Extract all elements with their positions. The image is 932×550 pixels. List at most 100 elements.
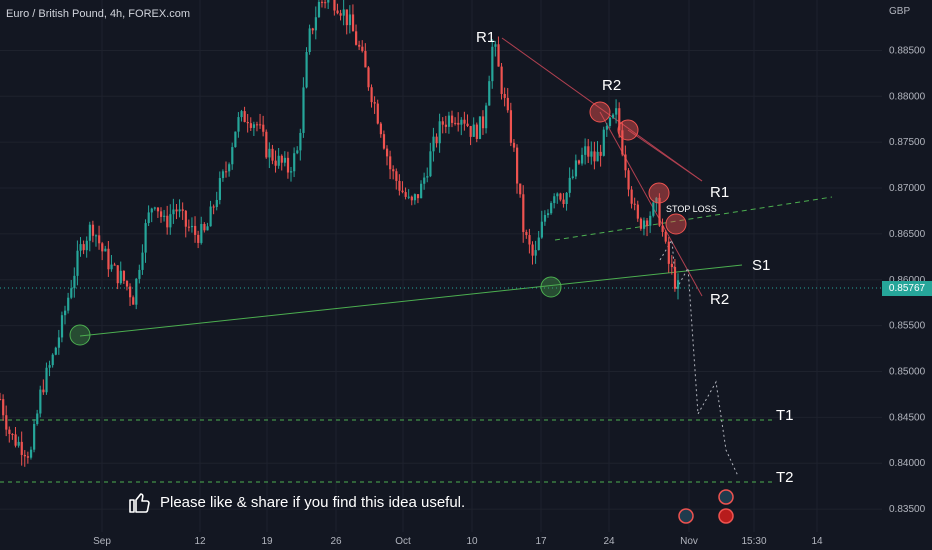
candle-body — [392, 169, 395, 172]
candle-body — [534, 250, 537, 256]
candle-body — [426, 176, 429, 178]
candle-body — [218, 178, 222, 200]
label-r2-top: R2 — [602, 77, 621, 94]
candle-body — [221, 171, 225, 179]
candle-body — [379, 123, 382, 135]
candle-body — [110, 264, 113, 270]
candle-body — [206, 226, 209, 231]
candle-body — [320, 1, 324, 3]
candle-body — [478, 116, 482, 139]
candle-body — [166, 215, 169, 228]
candle-body — [587, 146, 590, 157]
candle-body — [457, 122, 460, 125]
candle-body — [351, 14, 355, 32]
candle-body — [125, 280, 129, 287]
candle-body — [528, 235, 531, 245]
candle-body — [667, 241, 670, 264]
callout-text: Please like & share if you find this ide… — [160, 493, 466, 511]
annotation-labels: R1 R2 R1 R2 S1 T1 T2 STOP LOSS — [476, 29, 794, 486]
candle-body — [290, 171, 293, 173]
candle-body — [543, 215, 547, 222]
candle-body — [2, 399, 5, 416]
candle-body — [101, 243, 104, 252]
event-badge[interactable] — [678, 508, 694, 524]
candle-body — [596, 151, 599, 162]
stop-loss-marker — [665, 213, 687, 235]
candle-body — [228, 164, 231, 172]
price-tick-label: 0.86000 — [889, 275, 926, 286]
time-tick-label: 17 — [535, 536, 547, 547]
candle-body — [122, 270, 126, 281]
candle-body — [494, 44, 497, 47]
candle-body — [342, 9, 345, 16]
share-callout: Please like & share if you find this ide… — [128, 490, 465, 514]
candle-body — [280, 155, 283, 163]
candle-body — [355, 31, 358, 45]
pattern-markers — [69, 101, 687, 346]
candle-body — [553, 196, 556, 204]
candle-body — [460, 119, 463, 125]
price-axis[interactable]: GBP 0.88500 0.88000 0.87500 0.87000 0.86500 0… — [889, 6, 926, 515]
candle-body — [259, 124, 262, 126]
candle-body — [42, 389, 45, 393]
candle-body — [85, 240, 88, 251]
candle-body — [104, 248, 107, 252]
label-r1-top: R1 — [476, 29, 495, 46]
candle-body — [624, 154, 627, 171]
candle-body — [655, 197, 658, 203]
candle-body — [581, 154, 584, 164]
resistance-touch-marker — [617, 119, 639, 141]
candle-body — [299, 132, 302, 151]
candle-body — [302, 87, 305, 133]
candle-body — [283, 157, 287, 163]
rising-dashed-trendline — [554, 196, 833, 241]
candle-body — [568, 177, 571, 193]
candle-body — [265, 131, 268, 158]
candle-body — [98, 235, 101, 244]
resistance-touch-marker — [589, 101, 611, 123]
candlestick-series — [0, 0, 680, 467]
candle-body — [175, 209, 178, 212]
candle-body — [255, 124, 259, 126]
candle-body — [642, 220, 646, 229]
candle-body — [673, 267, 677, 289]
candle-body — [209, 206, 212, 227]
candle-body — [630, 189, 633, 204]
candle-body — [159, 211, 163, 217]
candle-body — [82, 244, 85, 251]
candle-body — [237, 117, 240, 132]
candle-body — [94, 235, 98, 237]
time-tick-label: 12 — [194, 536, 206, 547]
time-axis[interactable]: Sep 12 19 26 Oct 10 17 24 Nov 15:30 14 — [93, 536, 823, 547]
resistance-line-r2-b — [627, 129, 703, 182]
candle-body — [231, 147, 234, 165]
price-tick-label: 0.87500 — [889, 137, 926, 148]
candle-body — [435, 136, 438, 144]
candle-body — [54, 347, 57, 355]
candle-body — [339, 13, 342, 16]
event-badge[interactable] — [718, 489, 734, 505]
candle-body — [200, 223, 203, 243]
resistance-line-r1 — [501, 37, 703, 182]
candle-body — [296, 150, 299, 154]
candle-body — [404, 192, 407, 197]
candle-body — [91, 224, 95, 236]
candle-body — [537, 237, 540, 251]
candle-body — [141, 252, 144, 270]
candle-body — [358, 44, 361, 47]
event-badges[interactable] — [678, 489, 734, 524]
candle-body — [234, 131, 237, 148]
time-tick-label: 19 — [261, 536, 273, 547]
candle-body — [546, 213, 550, 216]
candle-body — [277, 155, 280, 166]
candle-body — [243, 111, 246, 122]
candle-body — [382, 134, 386, 149]
candle-body — [252, 124, 256, 128]
candle-body — [423, 177, 426, 184]
candle-body — [410, 196, 413, 201]
candle-body — [466, 123, 469, 127]
candle-body — [8, 429, 11, 434]
event-badge[interactable] — [718, 508, 734, 524]
